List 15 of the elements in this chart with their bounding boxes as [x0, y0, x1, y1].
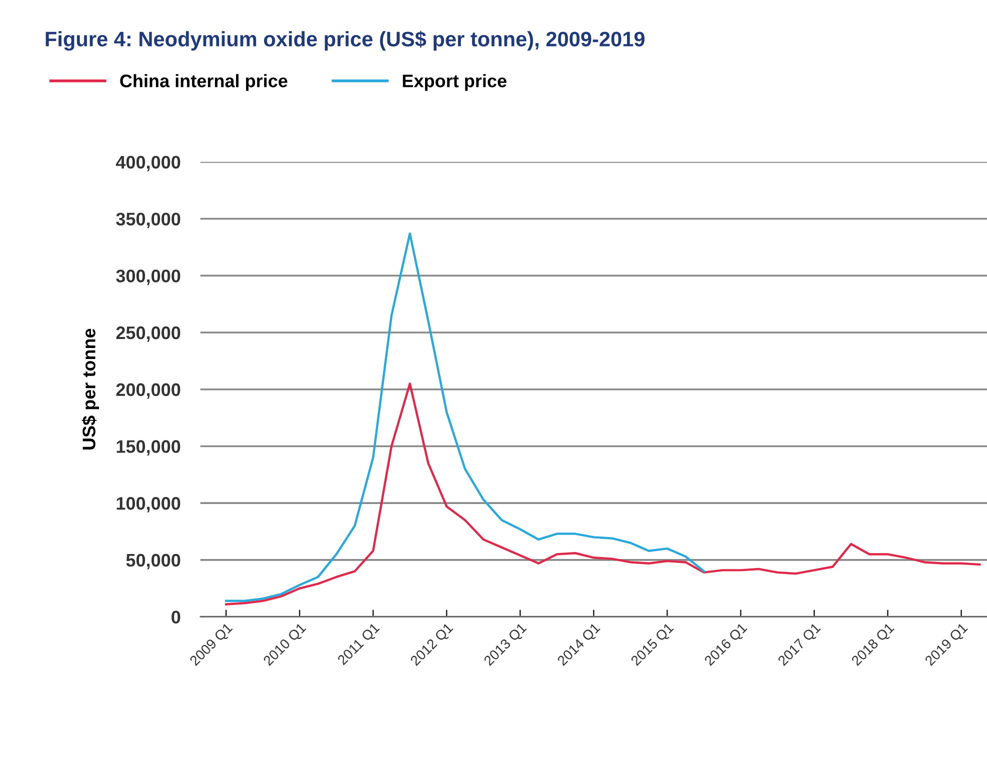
- line-series: [224, 232, 706, 602]
- y-tick-label: 350,000: [116, 212, 180, 228]
- chart-title: Figure 4: Neodymium oxide price (US$ per tonne), 2009-2019: [46, 30, 645, 51]
- y-tick-label: 200,000: [116, 383, 180, 399]
- y-axis-title: US$ per tonne: [82, 328, 99, 450]
- y-tick-label: 150,000: [116, 440, 180, 456]
- y-tick-label: 300,000: [116, 270, 180, 285]
- y-tick-label: 50,000: [126, 554, 180, 570]
- line-series: [224, 382, 981, 606]
- y-tick-label: 0: [172, 610, 180, 624]
- legend-label: China internal price: [120, 74, 288, 91]
- legend-label: Export price: [402, 74, 506, 91]
- y-tick-label: 400,000: [116, 156, 180, 172]
- y-tick-label: 250,000: [116, 326, 180, 342]
- y-tick-label: 100,000: [116, 497, 180, 512]
